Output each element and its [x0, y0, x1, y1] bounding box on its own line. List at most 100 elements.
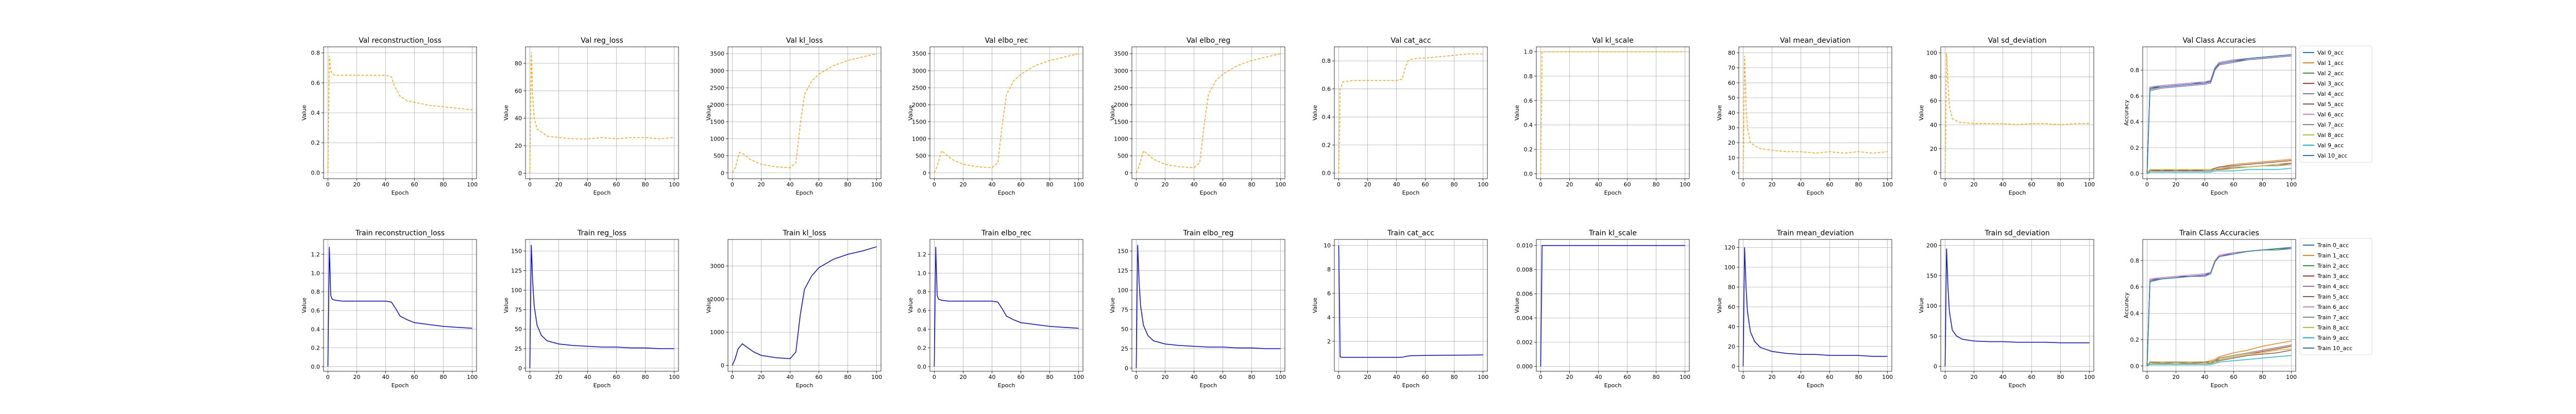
- x-tick-label: 40: [1999, 181, 2006, 188]
- y-axis-label: Value: [301, 105, 308, 120]
- x-tick-label: 20: [1768, 181, 1775, 188]
- subplot-0: 0 20 40 60 80 100 0.0 0.2 0.4 0.6 0.8 Val reconstru…: [301, 37, 478, 196]
- y-tick-label: 60: [1930, 98, 1937, 105]
- x-tick-label: 60: [613, 181, 620, 188]
- y-tick-label: 0.8: [2130, 257, 2140, 264]
- x-axis-label: Epoch: [796, 382, 814, 389]
- y-tick-label: 60: [515, 88, 522, 94]
- y-tick-label: 80: [1728, 284, 1735, 290]
- y-tick-label: 60: [1728, 304, 1735, 310]
- x-tick-label: 20: [959, 374, 967, 381]
- y-tick-label: 0.6: [2130, 284, 2140, 290]
- legend-label: Train 8_acc: [2317, 324, 2349, 331]
- y-tick-label: 0.6: [311, 307, 320, 314]
- axes-frame: [1334, 239, 1488, 372]
- subplot-18: 0 20 40 60 80 100 0 50 100 150 200 Train sd_deviati…: [1918, 229, 2095, 389]
- x-tick-label: 40: [1595, 374, 1602, 381]
- y-tick-label: 100: [1724, 264, 1735, 271]
- x-tick-label: 80: [1451, 374, 1458, 381]
- x-tick-label: 0: [1943, 374, 1947, 381]
- y-axis-label: Value: [705, 298, 712, 313]
- series-line-2: [2146, 55, 2292, 174]
- x-tick-label: 60: [2230, 374, 2238, 381]
- chart-title: Train elbo_rec: [981, 229, 1031, 237]
- x-tick-label: 100: [2286, 181, 2297, 188]
- x-tick-label: 0: [326, 374, 330, 381]
- y-tick-label: 500: [1117, 153, 1128, 160]
- y-axis-label: Value: [907, 298, 914, 313]
- series-line: [1338, 53, 1483, 174]
- y-tick-label: 0.0: [918, 364, 927, 370]
- y-tick-label: 0: [1732, 169, 1735, 176]
- legend-label: Val 6_acc: [2317, 111, 2344, 118]
- y-tick-label: 0.6: [2130, 93, 2140, 99]
- y-tick-label: 125: [1117, 268, 1128, 274]
- y-tick-label: 0.008: [1517, 267, 1533, 273]
- x-tick-label: 80: [642, 181, 649, 188]
- y-tick-label: 150: [1926, 272, 1937, 279]
- x-tick-label: 100: [669, 181, 680, 188]
- x-tick-label: 60: [1422, 374, 1429, 381]
- series-line-4: [2146, 248, 2292, 366]
- y-tick-label: 100: [1117, 287, 1128, 294]
- x-tick-label: 100: [871, 374, 882, 381]
- x-tick-label: 40: [584, 181, 591, 188]
- y-tick-label: 1500: [1114, 119, 1128, 126]
- axes-frame: [727, 239, 882, 372]
- x-tick-label: 80: [1855, 374, 1862, 381]
- x-axis-label: Epoch: [2009, 382, 2026, 389]
- y-tick-label: 0.2: [2130, 145, 2140, 151]
- series-line-6: [2146, 247, 2292, 366]
- y-tick-label: 25: [515, 346, 522, 352]
- y-tick-label: 0.2: [311, 140, 320, 146]
- y-tick-label: 0: [1934, 169, 1937, 176]
- y-tick-label: 0: [1934, 364, 1937, 370]
- series-line: [934, 53, 1079, 174]
- x-tick-label: 80: [2057, 181, 2064, 188]
- y-tick-label: 0.002: [1517, 339, 1533, 346]
- x-tick-label: 80: [1653, 374, 1660, 381]
- x-tick-label: 100: [1478, 181, 1488, 188]
- x-tick-label: 100: [1073, 374, 1084, 381]
- x-tick-label: 40: [1393, 181, 1400, 188]
- series-line-2: [2146, 248, 2292, 366]
- y-tick-label: 0.4: [2130, 310, 2140, 317]
- x-axis-label: Epoch: [998, 382, 1015, 389]
- x-tick-label: 0: [2145, 181, 2149, 188]
- y-tick-label: 50: [1121, 326, 1128, 333]
- x-tick-label: 100: [871, 181, 882, 188]
- subplot-2: 0 20 40 60 80 1000500100015002000250030003500…: [705, 37, 882, 196]
- x-tick-label: 20: [2172, 374, 2179, 381]
- axes-frame: [525, 46, 679, 179]
- axes-frame: [2142, 46, 2296, 179]
- y-tick-label: 10: [1728, 154, 1735, 161]
- y-tick-label: 3500: [912, 50, 926, 57]
- x-axis-label: Epoch: [1807, 382, 1824, 389]
- y-axis-label: Accuracy: [2123, 99, 2130, 126]
- y-tick-label: 0.006: [1517, 291, 1533, 298]
- x-tick-label: 0: [933, 374, 936, 381]
- y-tick-label: 100: [1926, 303, 1937, 309]
- y-tick-label: 0.8: [2130, 67, 2140, 74]
- legend-label: Val 4_acc: [2317, 91, 2344, 97]
- subplot-19: 0 20 40 60 80 100 0.0 0.2 0.4 0.6 0.8 Train Class A…: [2123, 229, 2372, 389]
- y-tick-label: 20: [1728, 343, 1735, 350]
- y-tick-label: 0: [1125, 170, 1128, 177]
- x-tick-label: 100: [669, 374, 680, 381]
- x-axis-label: Epoch: [2211, 382, 2228, 389]
- legend-label: Val 7_acc: [2317, 122, 2344, 128]
- x-tick-label: 100: [2084, 181, 2095, 188]
- subplot-5: 0 20 40 60 80 100 0.0 0.2 0.4 0.6 0.8 Val cat_acc Ep…: [1312, 37, 1488, 196]
- x-tick-label: 60: [411, 374, 418, 381]
- legend-label: Train 6_acc: [2317, 304, 2349, 310]
- y-tick-label: 2500: [710, 84, 724, 91]
- x-tick-label: 0: [326, 181, 330, 188]
- x-tick-label: 0: [1134, 181, 1138, 188]
- x-tick-label: 20: [757, 181, 765, 188]
- chart-title: Train reconstruction_loss: [355, 229, 445, 237]
- x-tick-label: 60: [816, 374, 823, 381]
- y-tick-label: 0.6: [1322, 86, 1331, 93]
- y-tick-label: 40: [1930, 122, 1937, 128]
